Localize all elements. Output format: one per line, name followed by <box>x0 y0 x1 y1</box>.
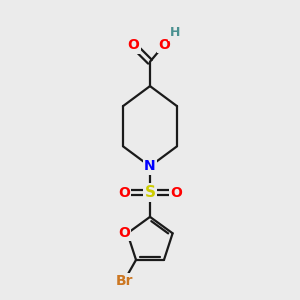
Text: N: N <box>144 159 156 173</box>
Text: O: O <box>158 38 170 52</box>
Text: S: S <box>145 185 155 200</box>
Text: O: O <box>128 38 139 52</box>
Text: O: O <box>118 226 130 240</box>
Text: H: H <box>169 26 180 39</box>
Text: Br: Br <box>116 274 133 289</box>
Text: O: O <box>118 185 130 200</box>
Text: O: O <box>170 185 182 200</box>
